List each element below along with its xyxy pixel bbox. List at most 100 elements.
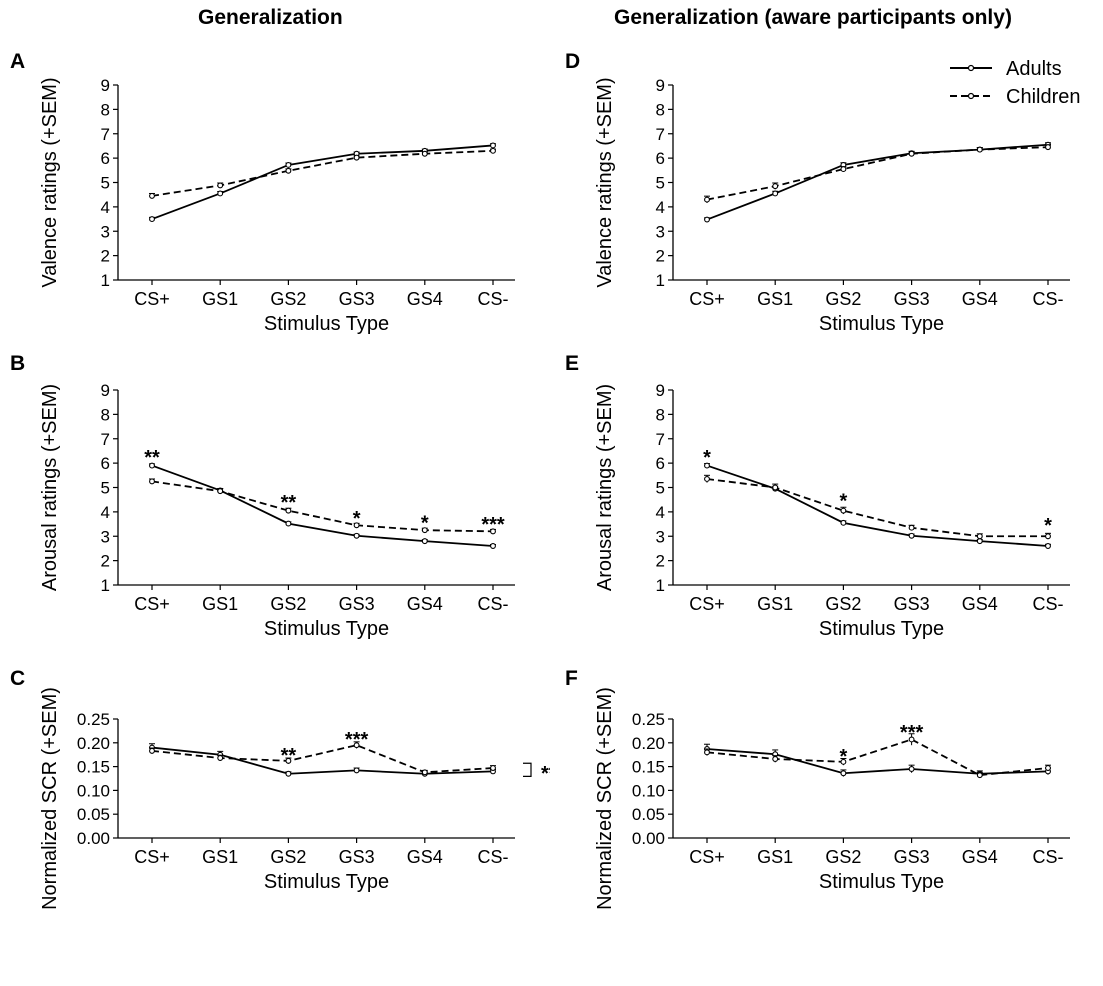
panel-b-children-point [421, 527, 428, 534]
panel-e-children-point [908, 524, 915, 531]
panel-f-letter: F [565, 667, 578, 690]
panel-b-significance-marker: *** [481, 514, 505, 536]
panel-a-xtick-label: CS- [478, 289, 509, 309]
panel-a-x-axis-label: Stimulus Type [264, 313, 389, 335]
panel-c-y-axis-label: Normalized SCR (+SEM) [39, 687, 61, 910]
panel-e-xtick-label: GS3 [894, 594, 930, 614]
panel-f-adults-point [908, 766, 915, 772]
panel-a-adults-point [149, 216, 155, 223]
left-column-title: Generalization [198, 6, 343, 29]
panel-d-adults-point [704, 216, 710, 223]
panel-d-ytick-label: 7 [656, 125, 665, 144]
panel-b-adults-line [151, 464, 494, 547]
panel-c-xtick-label: GS4 [407, 847, 443, 867]
panel-c-children-point [217, 755, 224, 761]
panel-f-ytick-label: 0.15 [632, 758, 665, 777]
panel-c-group-bracket [523, 762, 532, 777]
panel-b-xtick-label: GS4 [407, 594, 443, 614]
panel-c-adults-point [353, 767, 360, 774]
panel-a-ytick-label: 7 [101, 125, 110, 144]
panel-d-xtick-label: CS- [1033, 289, 1064, 309]
panel-e-xtick-label: GS1 [757, 594, 793, 614]
panel-d-xtick-label: GS4 [962, 289, 998, 309]
panel-c-children-point [285, 757, 292, 764]
panel-a-ytick-label: 1 [101, 271, 110, 290]
legend-adults-marker [967, 64, 975, 72]
panel-b-significance-marker: ** [144, 447, 160, 469]
panel-d-children-point [840, 166, 847, 173]
panel-d-ytick-label: 2 [656, 247, 665, 266]
panel-f-children-point [704, 749, 710, 756]
panel-d: D 1 2 3 4 5 6 7 8 9 CS+ GS1 GS2 GS3 GS4 CS- Stimulus Typ… [565, 50, 1070, 335]
panel-f-xtick-label: GS1 [757, 847, 793, 867]
panel-b-children-line [151, 480, 494, 533]
panel-f-children-point [840, 758, 847, 765]
panel-a-children-point [490, 147, 496, 154]
panel-b-ytick-label: 6 [101, 454, 110, 473]
panel-e-ytick-label: 7 [656, 430, 665, 449]
panel-d-children-point [704, 196, 710, 203]
panel-d-adults-point [772, 190, 779, 197]
panel-a-children-point [285, 167, 292, 174]
panel-a-children-line [151, 149, 494, 197]
panel-a-ytick-label: 9 [101, 76, 110, 95]
panel-f-adults-point [840, 770, 847, 777]
panel-d-children-point [976, 146, 983, 153]
panel-d-children-point [908, 150, 915, 157]
panel-d-ytick-label: 8 [656, 100, 665, 119]
panel-a-ytick-label: 5 [101, 174, 110, 193]
panel-e-significance-marker: * [1044, 515, 1052, 537]
panel-c-xtick-label: GS3 [339, 847, 375, 867]
panel-d-xtick-label: GS1 [757, 289, 793, 309]
panel-d-y-axis-label: Valence ratings (+SEM) [594, 77, 616, 287]
panel-e-children-line [706, 478, 1048, 538]
panel-f-children-point [908, 736, 915, 743]
panel-a-ytick-label: 2 [101, 247, 110, 266]
panel-c-xtick-label: GS1 [202, 847, 238, 867]
right-column-title: Generalization (aware participants only) [614, 6, 1012, 29]
panel-b-xtick-label: GS2 [270, 594, 306, 614]
panel-f-xtick-label: GS3 [894, 847, 930, 867]
panel-a-ytick-label: 8 [101, 100, 110, 119]
legend-children-marker [967, 92, 975, 100]
panel-f-children-line [706, 738, 1049, 777]
panel-e-children-point [704, 476, 710, 482]
panel-c: C 0.00 0.05 0.10 0.15 0.20 0.25 CS+ GS1 GS2 GS3 GS4… [10, 667, 550, 910]
panel-b-ytick-label: 7 [101, 430, 110, 449]
panel-e-adults-point [840, 519, 847, 526]
panel-c-children-point [421, 769, 428, 776]
panel-b-children-point [353, 522, 360, 529]
panel-e-ytick-label: 5 [656, 479, 665, 498]
panel-d-ytick-label: 9 [656, 76, 665, 95]
legend: Adults Children [950, 58, 1080, 108]
panel-a-ytick-label: 6 [101, 149, 110, 168]
panel-b-adults-point [421, 538, 428, 545]
panel-d-letter: D [565, 50, 580, 73]
panel-c-ytick-label: 0.05 [77, 805, 110, 824]
panel-e-ytick-label: 3 [656, 527, 665, 546]
panel-e-y-axis-label: Arousal ratings (+SEM) [594, 384, 616, 591]
panel-e-ytick-label: 2 [656, 552, 665, 571]
panel-b-xtick-label: CS+ [134, 594, 170, 614]
panel-c-adults-line [151, 746, 494, 775]
panel-a-adults-point [217, 190, 224, 197]
panel-f-y-axis-label: Normalized SCR (+SEM) [594, 687, 616, 910]
panel-f-ytick-label: 0.20 [632, 734, 665, 753]
panel-f-xtick-label: CS- [1033, 847, 1064, 867]
panel-e-children-point [976, 533, 983, 540]
panel-d-ytick-label: 1 [656, 271, 665, 290]
panel-e-ytick-label: 8 [656, 405, 665, 424]
panel-e-adults-line [706, 464, 1049, 547]
panel-b-xtick-label: GS3 [339, 594, 375, 614]
panel-c-adults-point [285, 770, 292, 777]
panel-a-children-point [421, 150, 428, 157]
panel-b-xtick-label: GS1 [202, 594, 238, 614]
panel-e-children-point [772, 484, 779, 491]
panel-c-ytick-label: 0.25 [77, 710, 110, 729]
panel-b-adults-point [149, 462, 155, 469]
panel-c-ytick-label: 0.00 [77, 829, 110, 848]
panel-d-ytick-label: 4 [656, 198, 665, 217]
panel-f-significance-marker: * [840, 746, 848, 768]
panel-a-xtick-label: CS+ [134, 289, 170, 309]
panel-f-ytick-label: 0.00 [632, 829, 665, 848]
